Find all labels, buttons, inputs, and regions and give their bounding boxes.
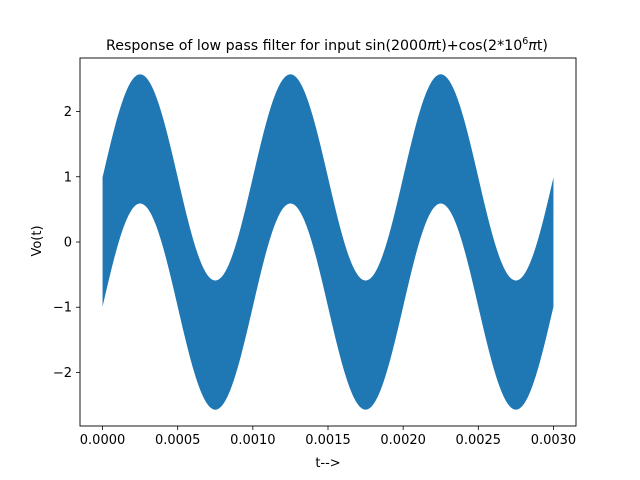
title-pi-2: π	[528, 38, 537, 54]
x-tick-label: 0.0020	[380, 433, 426, 448]
title-main: Response of low pass filter for input si…	[106, 38, 427, 54]
y-axis-label: Vo(t)	[30, 225, 45, 256]
title-mid: t)+cos(2*10	[436, 38, 523, 54]
x-tick-label: 0.0030	[531, 433, 577, 448]
y-tick-label: 1	[64, 170, 72, 185]
y-tick-label: −2	[53, 366, 72, 381]
y-tick-label: 2	[64, 105, 72, 120]
chart-title: Response of low pass filter for input si…	[106, 36, 548, 54]
title-superscript: 6	[522, 36, 528, 47]
x-axis-ticks: 0.0000 0.0005 0.0010 0.0015 0.0020 0.0025 0.00…	[80, 426, 576, 448]
x-tick-label: 0.0005	[155, 433, 201, 448]
y-tick-label: 0	[64, 236, 72, 251]
x-tick-label: 0.0015	[305, 433, 351, 448]
plot-area	[102, 74, 554, 410]
x-tick-label: 0.0000	[80, 433, 126, 448]
title-end: t)	[537, 38, 548, 54]
title-pi-1: π	[427, 38, 436, 54]
y-axis-ticks: −2 −1 0 1 2	[53, 105, 80, 381]
signal-band	[102, 74, 554, 410]
y-tick-label: −1	[53, 301, 72, 316]
x-tick-label: 0.0025	[456, 433, 502, 448]
x-axis-label: t-->	[315, 456, 340, 471]
x-tick-label: 0.0010	[230, 433, 276, 448]
